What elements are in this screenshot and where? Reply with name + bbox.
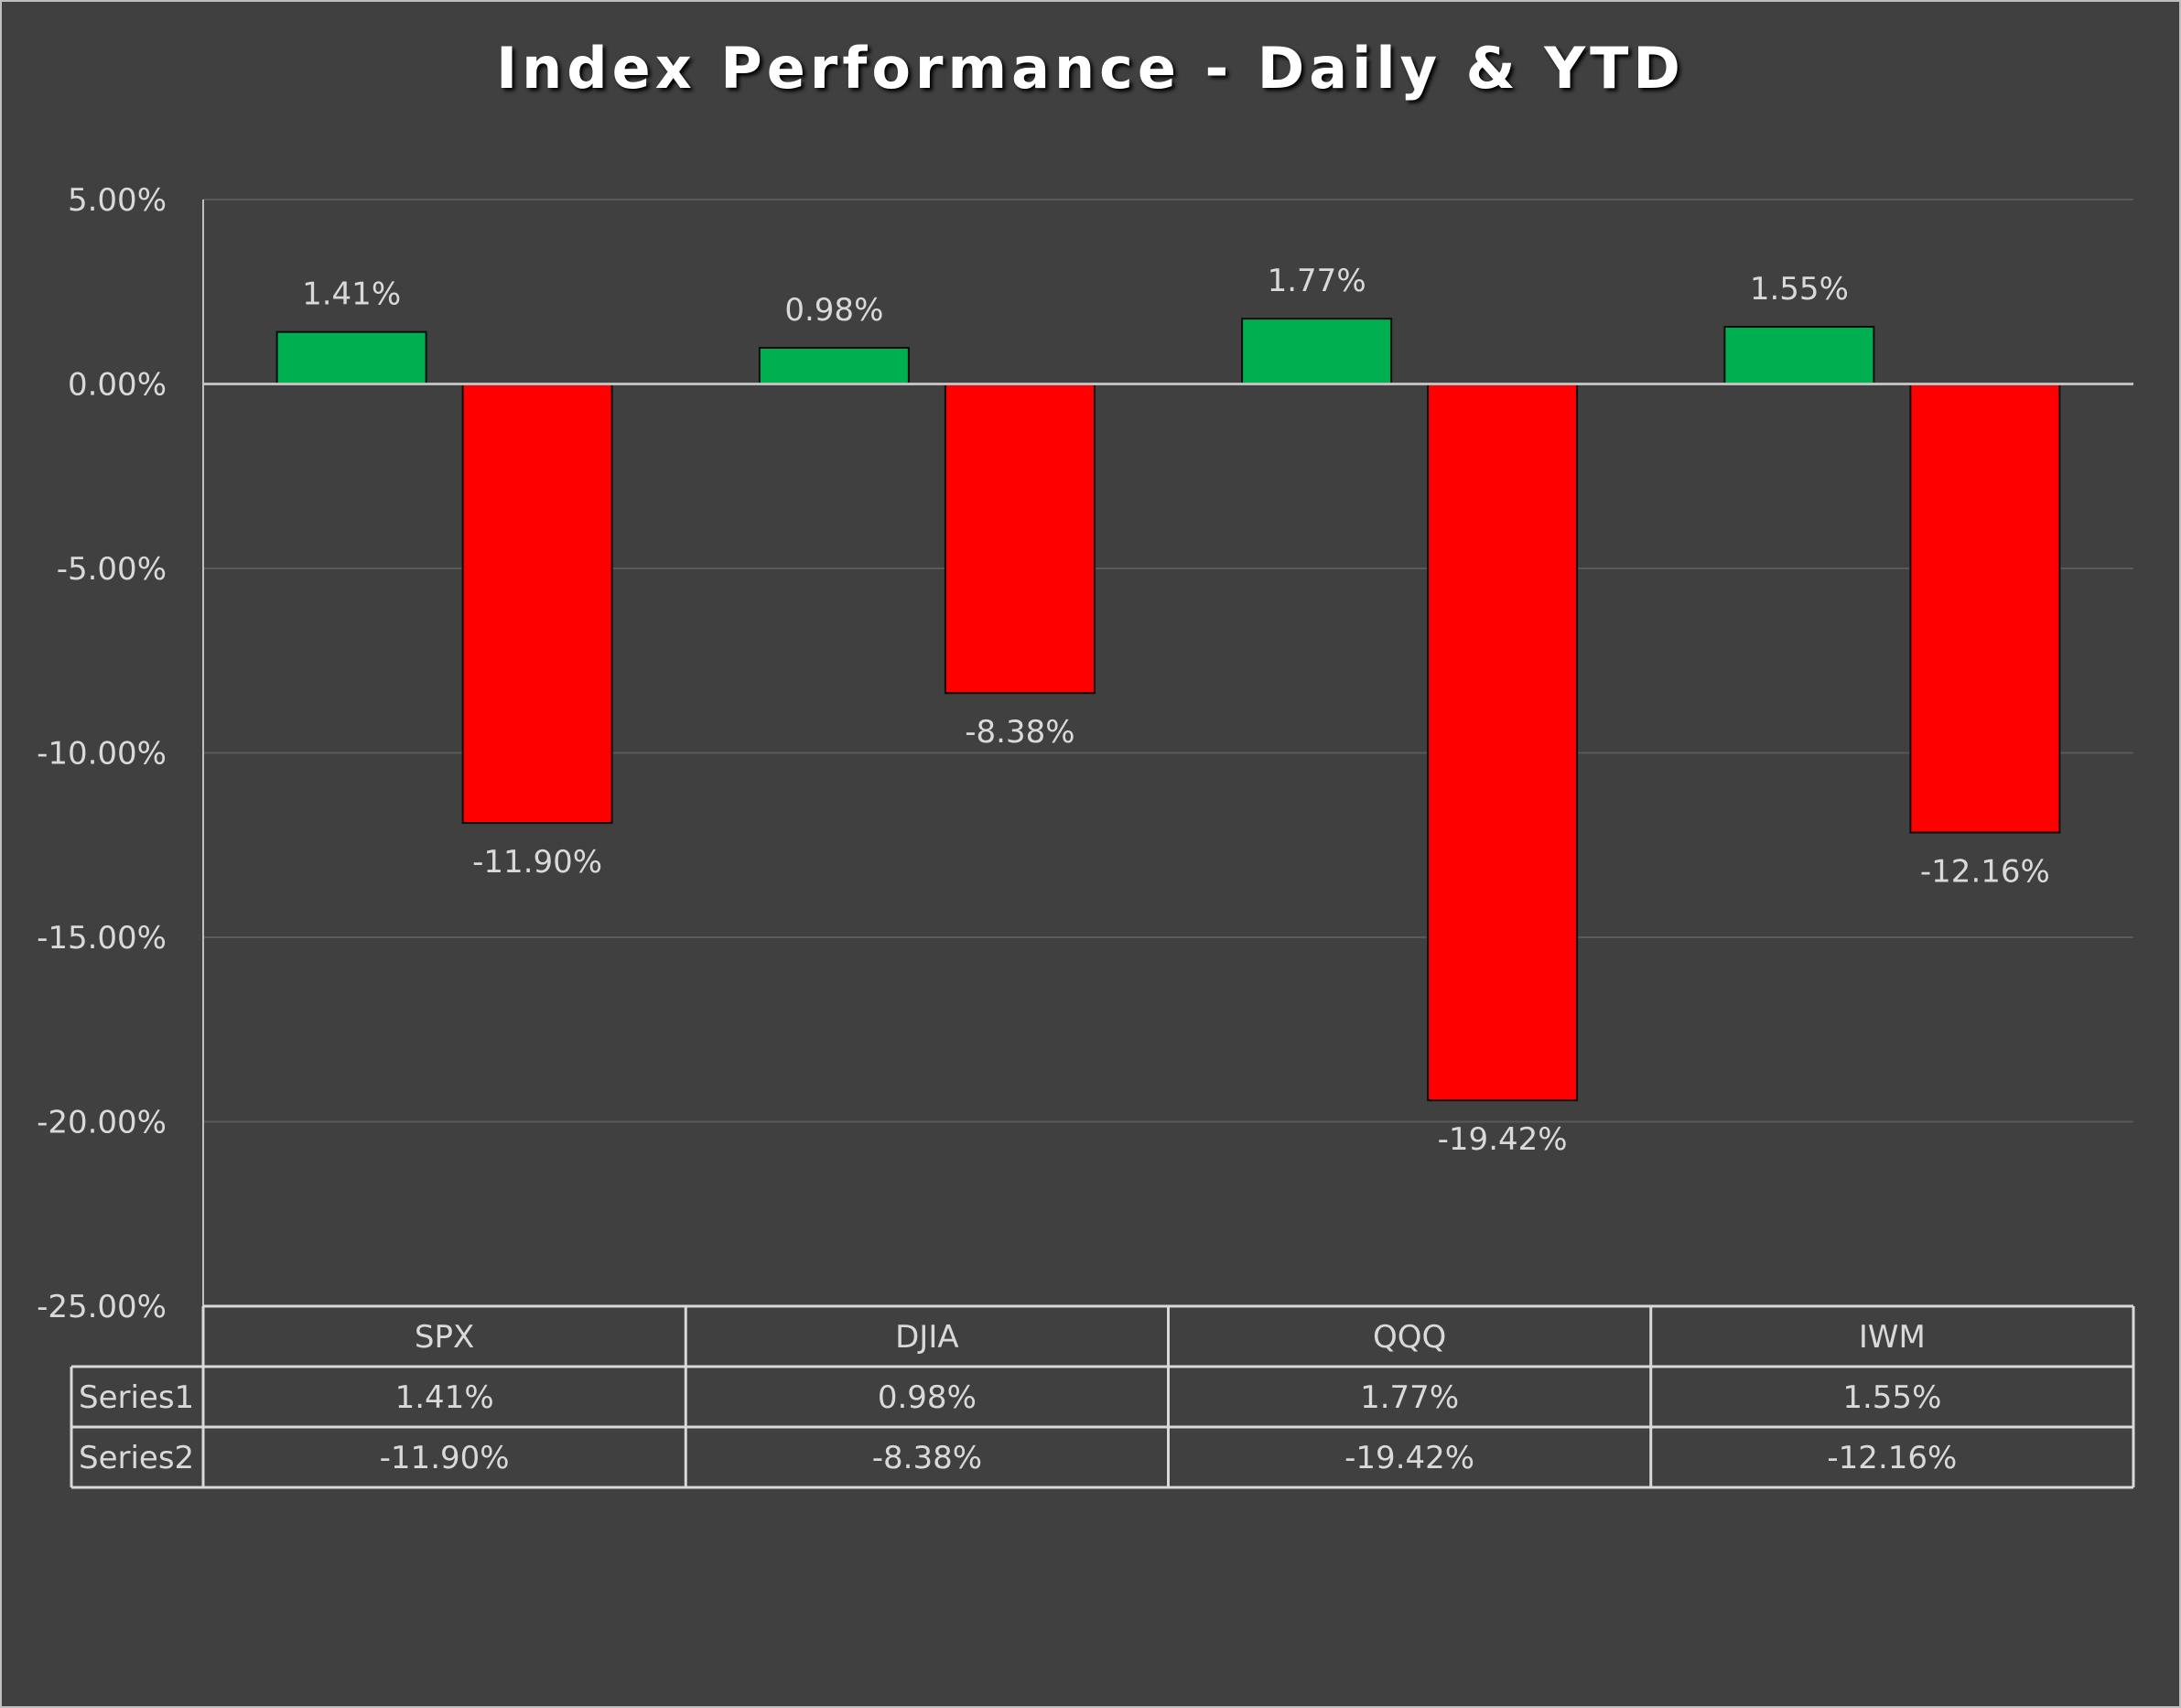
bar-series1-qqq [1241,318,1393,385]
table-series-name: Series1 [79,1379,194,1416]
data-label: -8.38% [965,714,1074,751]
data-label: -19.42% [1438,1121,1568,1158]
table-series-name: Series2 [79,1440,194,1476]
bar-series2-iwm [1909,383,2061,834]
table-cell-value: -11.90% [380,1440,510,1476]
table-cell-value: -12.16% [1827,1440,1957,1476]
data-label: 0.98% [784,292,883,329]
table-cell-value: -19.42% [1344,1440,1474,1476]
chart-title: Index Performance - Daily & YTD [496,35,1685,102]
bar-series2-spx [461,383,613,825]
bar-series1-djia [758,347,910,385]
y-tick-label: -25.00% [37,1289,167,1325]
y-tick-label: -15.00% [37,920,167,957]
data-label: 1.77% [1268,263,1366,299]
table-cell-value: 1.77% [1360,1379,1459,1416]
table-cell-value: -8.38% [872,1440,982,1476]
y-tick-label: -10.00% [37,736,167,773]
table-cell-value: 0.98% [878,1379,977,1416]
data-label: -11.90% [472,844,602,881]
table-cell-value: 1.55% [1842,1379,1941,1416]
y-tick-label: -5.00% [57,551,167,588]
bar-series2-qqq [1427,383,1579,1102]
bar-series1-iwm [1723,326,1875,385]
y-tick-label: 0.00% [68,367,167,404]
y-tick-label: -20.00% [37,1105,167,1141]
data-label: 1.55% [1750,271,1849,308]
bar-series2-djia [944,383,1096,695]
x-category-label: DJIA [895,1319,959,1356]
data-label: -12.16% [1920,854,2050,891]
x-category-label: QQQ [1373,1319,1446,1356]
x-category-label: SPX [415,1319,474,1356]
y-tick-label: 5.00% [68,182,167,219]
bar-series1-spx [275,330,427,385]
data-label: 1.41% [302,276,401,313]
x-category-label: IWM [1859,1319,1926,1356]
table-cell-value: 1.41% [395,1379,494,1416]
